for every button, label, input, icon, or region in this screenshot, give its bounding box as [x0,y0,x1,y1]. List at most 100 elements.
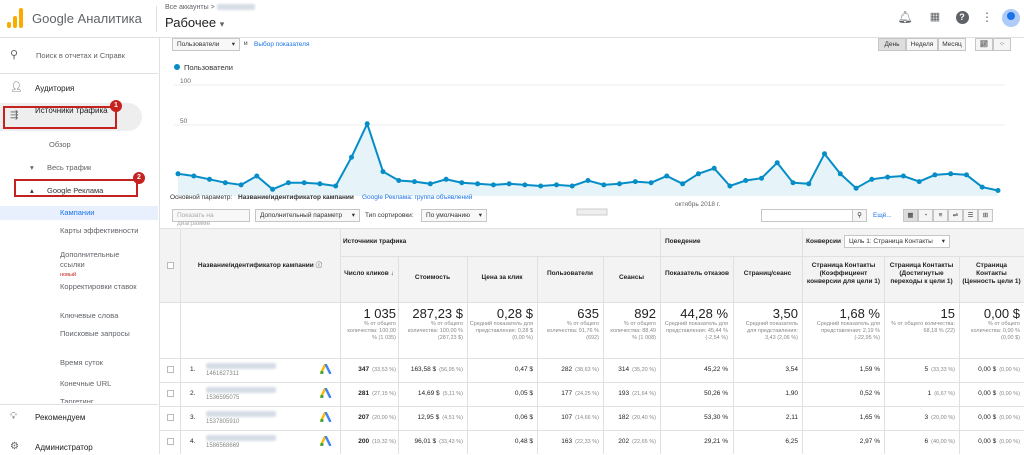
breadcrumb[interactable]: Все аккаунты > [165,4,255,11]
sidebar-item-final-urls[interactable]: Конечные URL [60,379,112,388]
avatar[interactable] [1002,9,1020,27]
chart-point[interactable] [191,173,197,179]
help-icon[interactable]: ? [954,9,970,24]
chart-point[interactable] [349,154,354,160]
sidebar-item-time-of-day[interactable]: Время суток [60,358,103,367]
chart-point[interactable] [285,180,291,186]
chart-point[interactable] [727,183,733,189]
choose-metric-link[interactable]: Выбор показателя [254,41,310,48]
apps-icon[interactable]: ▦ [929,11,941,23]
column-header-goal-conv-rate[interactable]: Страница Контакты (Коэффициент конверсии… [806,262,881,285]
chart-point[interactable] [774,160,780,166]
chart-point[interactable] [664,173,670,179]
redacted-campaign-name[interactable] [206,387,276,393]
chart-point[interactable] [979,184,985,190]
goal-select[interactable]: Цель 1: Страница Контакты ▾ [844,235,950,248]
period-week-button[interactable]: Неделя [906,38,938,51]
chart-point[interactable] [617,181,622,187]
chart-point[interactable] [743,178,749,183]
search-input[interactable]: Поиск в отчетах и Справк [36,51,125,60]
expand-arrow-icon[interactable]: ▾ [30,163,34,172]
chart-point[interactable] [601,182,607,188]
chart-point[interactable] [490,182,496,188]
sidebar-item-targeting[interactable]: Таргетинг [60,397,94,403]
chart-point[interactable] [207,176,212,182]
sidebar-item-search-queries[interactable]: Поисковые запросы [60,329,130,338]
chart-point[interactable] [538,183,544,189]
view-selector[interactable]: Рабочее ▾ [165,15,224,30]
chart-point[interactable] [443,176,449,182]
sidebar-item-google-ads[interactable]: Google Реклама [47,186,104,195]
chart-point[interactable] [790,180,796,186]
chart-point[interactable] [648,180,654,186]
chart-point[interactable] [427,181,433,187]
sidebar-item-overview[interactable]: Обзор [49,140,71,149]
chart-point[interactable] [270,186,276,192]
sort-desc-icon[interactable]: ↓ [390,270,394,277]
period-month-button[interactable]: Месяц [938,38,966,51]
column-header-sessions[interactable]: Сеансы [618,274,645,281]
line-chart-icon[interactable]: 📈︎ [975,38,993,51]
chart-point[interactable] [364,121,370,127]
chart-point[interactable] [759,175,764,181]
chart-point[interactable] [380,169,386,175]
sidebar-item-recommend[interactable]: 💡︎ Рекомендуем [0,411,158,425]
chart-point[interactable] [396,178,402,183]
secondary-dimension-link[interactable]: Google Реклама: группа объявлений [362,194,473,201]
table-view-icon[interactable]: ▦ [903,209,918,222]
chart-point[interactable] [900,173,906,179]
chart-point[interactable] [806,181,812,187]
more-link[interactable]: Ещё... [873,212,892,219]
table-search-input[interactable] [761,209,853,222]
column-header-cost[interactable]: Стоимость [414,274,451,281]
sidebar-search[interactable]: ⚲ Поиск в отчетах и Справк [0,48,158,64]
chart-point[interactable] [412,179,417,185]
motion-chart-icon[interactable]: ⁘ [993,38,1011,51]
sidebar-item-admin[interactable]: ⚙ Администратор [0,441,158,455]
sidebar-item-sources[interactable]: ⇶ Источники трафика [0,106,158,128]
performance-view-icon[interactable]: ≡ [933,209,948,222]
chart-point[interactable] [695,171,701,177]
column-header-goal-value[interactable]: Страница Контакты (Ценность цели 1) [962,262,1021,285]
search-icon[interactable]: ⚲ [852,209,867,222]
column-header-bounce-rate[interactable]: Показатель отказов [664,270,730,277]
chart-point[interactable] [333,183,339,189]
chart-point[interactable] [822,151,827,157]
chart-point[interactable] [995,188,1001,193]
column-header-cpc[interactable]: Цена за клик [481,274,523,281]
sort-select[interactable]: По умолчанию ▾ [421,209,487,222]
column-header-users[interactable]: Пользователи [546,270,594,277]
chart-point[interactable] [459,180,465,186]
comparison-view-icon[interactable]: ⇌ [948,209,963,222]
chart-point[interactable] [585,178,591,183]
chart-point[interactable] [554,182,559,188]
redacted-campaign-name[interactable] [206,435,276,441]
chart-point[interactable] [222,180,228,186]
sidebar-item-audience[interactable]: 👤︎ Аудитория [0,82,158,96]
secondary-dimension-select[interactable]: Дополнительный параметр ▾ [255,209,360,222]
column-header-pages-per-session[interactable]: Страниц/сеанс [743,270,792,277]
chart-point[interactable] [317,181,323,187]
chart-point[interactable] [680,181,686,187]
row-checkbox[interactable] [167,414,174,421]
term-cloud-icon[interactable]: ☰ [963,209,978,222]
select-all-checkbox[interactable] [167,262,174,269]
more-vert-icon[interactable]: ⋮ [981,10,993,24]
chart-point[interactable] [948,171,954,177]
collapse-arrow-icon[interactable]: ▴ [30,186,34,195]
search-icon[interactable]: ⚲ [10,49,19,61]
column-header-campaign[interactable]: Название/идентификатор кампании ⓘ [190,262,330,270]
chart-point[interactable] [916,179,922,185]
chart-point[interactable] [506,181,512,187]
chevron-down-icon[interactable]: ▾ [219,19,225,29]
row-checkbox[interactable] [167,438,174,445]
view-name[interactable]: Рабочее [165,15,217,30]
sidebar-item-all-traffic[interactable]: Весь трафик [47,163,92,172]
pie-view-icon[interactable]: ◔ [918,209,933,222]
pivot-view-icon[interactable]: ⊞ [978,209,993,222]
chart-point[interactable] [522,182,528,188]
redacted-campaign-name[interactable] [206,411,276,417]
sidebar-item-bid-adjustments[interactable]: Корректировки ставок [60,282,137,291]
help-icon[interactable]: ⓘ [315,262,323,269]
chart-point[interactable] [932,172,938,178]
